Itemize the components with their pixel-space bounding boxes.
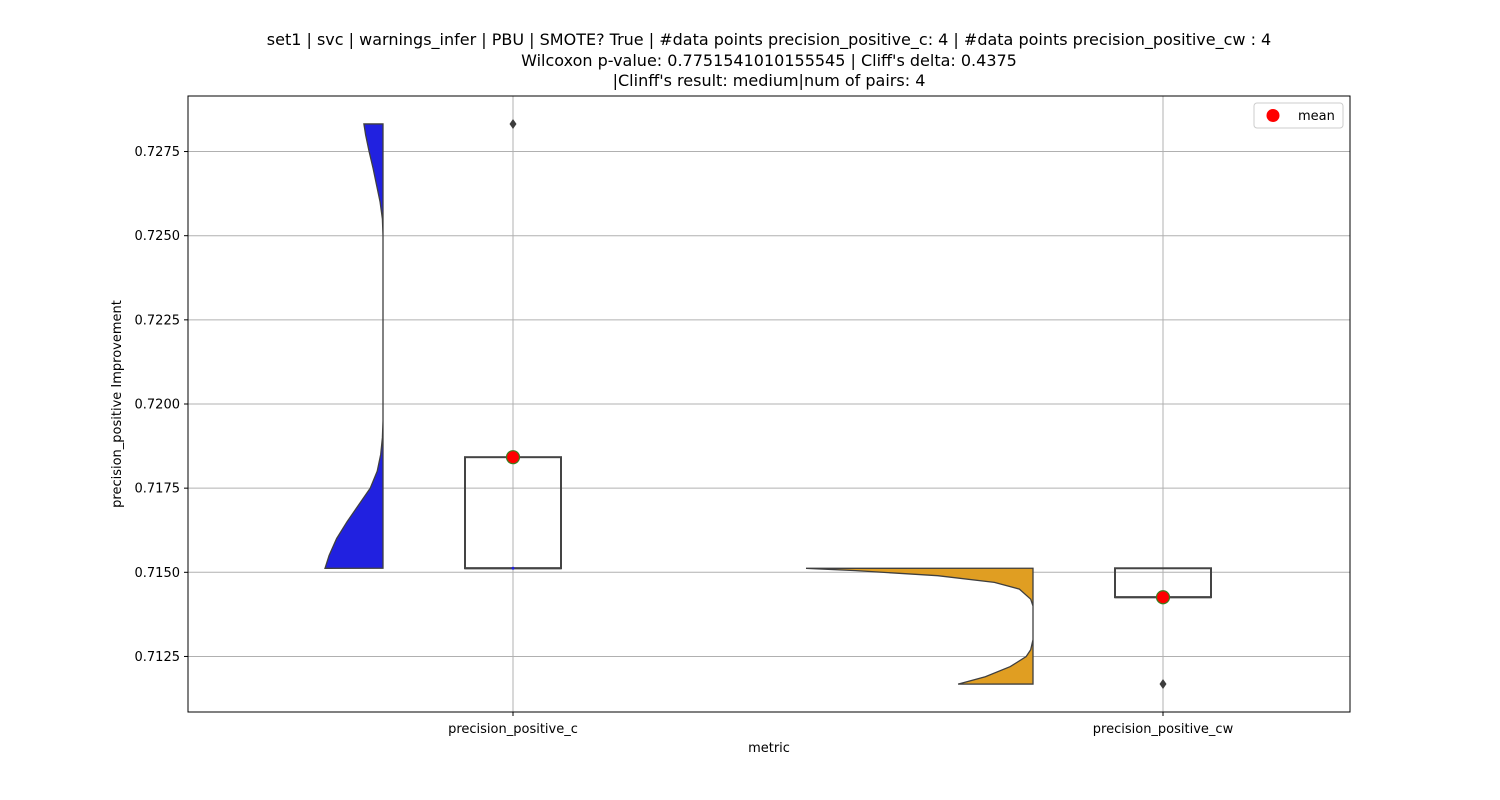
outlier-marker <box>1159 679 1167 690</box>
mean-marker-precision_positive_cw <box>1155 590 1171 605</box>
title-line-1: set1 | svc | warnings_infer | PBU | SMOT… <box>266 30 1272 49</box>
point-dot <box>511 566 515 570</box>
y-tick-label: 0.7125 <box>135 650 181 665</box>
y-tick-label: 0.7275 <box>135 145 181 160</box>
outlier-marker <box>509 118 517 129</box>
title-line-3: |Clinff's result: medium|num of pairs: 4 <box>612 71 926 90</box>
legend-box <box>1253 102 1344 129</box>
legend-label-mean: mean <box>1298 109 1335 124</box>
x-axis-label: metric <box>748 741 790 756</box>
x-tick-label: precision_positive_cw <box>1093 722 1234 737</box>
grid-layer <box>188 96 1350 712</box>
violin-precision_positive_cw <box>805 567 1034 685</box>
legend: mean <box>1253 102 1344 129</box>
y-tick-label: 0.7225 <box>135 313 181 328</box>
marker-layer <box>505 118 1171 690</box>
violin-layer <box>324 123 1034 685</box>
legend-mean-marker <box>1266 109 1280 122</box>
violin-precision_positive_c <box>324 123 384 569</box>
axis-layer: 0.7125 0.7150 0.7175 0.7200 0.7225 0.7250 0.72… <box>135 145 1234 737</box>
x-tick-label: precision_positive_c <box>448 722 578 737</box>
chart-title: set1 | svc | warnings_infer | PBU | SMOT… <box>0 30 1500 92</box>
y-tick-label: 0.7175 <box>135 482 181 497</box>
y-axis-label: precision_positive Improvement <box>110 300 125 508</box>
y-tick-label: 0.7250 <box>135 229 181 244</box>
mean-marker-precision_positive_c <box>505 450 521 465</box>
title-line-2: Wilcoxon p-value: 0.7751541010155545 | C… <box>521 50 1017 70</box>
y-tick-label: 0.7150 <box>135 566 181 581</box>
y-tick-label: 0.7200 <box>135 398 181 413</box>
